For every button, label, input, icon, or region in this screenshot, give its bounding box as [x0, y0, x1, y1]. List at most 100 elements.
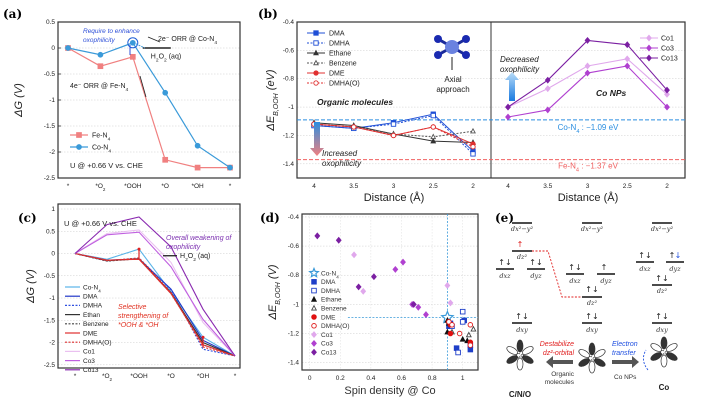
potential-label: U @ +0.66 V vs. CHE	[70, 161, 143, 170]
lobe	[594, 349, 606, 358]
increased-label: Increased	[322, 149, 358, 158]
legend-label: DMA	[329, 31, 345, 38]
y-tick-label: -1	[288, 104, 294, 111]
orbital-lobes-right-icon: Co	[650, 336, 678, 368]
data-point	[371, 273, 377, 281]
data-point	[449, 322, 455, 328]
up-gradient-arrow-icon	[505, 72, 519, 101]
lobe	[522, 346, 534, 355]
data-point	[390, 121, 397, 127]
h2o2-label: H2O2 (aq)	[151, 53, 181, 63]
legend-marker	[311, 331, 317, 339]
selective-label: Selective	[118, 304, 147, 311]
legend-label: Co-N4	[321, 270, 339, 279]
legend-label: DME	[329, 71, 345, 78]
panel-label-c: (c)	[18, 211, 37, 225]
electron-pair: ↑↓	[585, 285, 598, 294]
data-point	[664, 90, 670, 98]
orbital-label: dxz	[569, 277, 581, 285]
electron-pair: ↑↓	[655, 312, 668, 321]
left-arrow-icon	[546, 356, 573, 368]
data-point	[194, 142, 201, 149]
y-tick-label: -0.8	[288, 272, 300, 279]
atom-label: Co	[588, 357, 596, 363]
data-point	[470, 144, 476, 150]
data-point	[455, 349, 461, 356]
electron-pair: ↑↓	[498, 258, 511, 267]
legend-marker	[310, 304, 318, 311]
data-point	[505, 113, 511, 121]
y-axis-label: ΔEB,OOH (eV)	[265, 69, 280, 131]
series-line-DMHA(O)	[74, 252, 236, 357]
panel-label-e: (e)	[495, 211, 514, 225]
panel-c: (c) 1 0.5 0 -0.5 -1 -1.5 -2 -2.5 * *O2 *OOH *O *OH * ΔG…	[18, 203, 241, 382]
data-point	[584, 69, 591, 77]
selective-label-2: strengthening of	[118, 313, 169, 320]
atom-label-cno: C/N/O	[509, 390, 531, 399]
x-tick-label: *OOH	[130, 373, 148, 380]
electron-up: ↑	[517, 240, 524, 249]
lobe	[578, 358, 590, 367]
legend-marker	[313, 40, 319, 46]
x-tick-label: 0.6	[397, 375, 406, 382]
x-tick-label: 2.5	[623, 183, 632, 190]
legend-marker	[313, 80, 319, 86]
legend-label: Benzene	[321, 306, 347, 313]
electron-up: ↑	[601, 263, 608, 272]
y-tick-label: 0.5	[46, 19, 55, 26]
x-tick-label: 3.5	[543, 183, 552, 190]
series-line-Benzene	[313, 123, 474, 138]
y-tick-label: -0.4	[288, 214, 300, 221]
x-axis-label: Distance (Å)	[558, 191, 619, 204]
x-tick-label: *OH	[191, 183, 204, 190]
lobe	[522, 355, 534, 364]
plot-frame-d	[301, 213, 479, 371]
panel-d: (d) -0.4 -0.6 -0.8 -1 -1.2 -1.4 0 0.2 0.4 0.6 0.8 1 S…	[260, 211, 479, 397]
legend-label: Ethane	[321, 297, 342, 304]
legend-marker	[308, 266, 320, 278]
panel-e: (e)dx²−y² dx²−y² dx²−y²dz²↑dxz↑↓dyz↑↓dxz↑↓…	[495, 211, 684, 399]
orr-2e-label: 2e⁻ ORR @ Co-N4	[158, 36, 217, 46]
decreased-label-2: oxophilicity	[500, 65, 540, 74]
orbital-label: dz²	[657, 287, 668, 295]
data-point	[430, 137, 437, 144]
legend-label: DME	[83, 330, 98, 337]
destabilize-label-2: dz²-orbital	[543, 350, 575, 357]
y-tick-label: -0.6	[283, 47, 295, 54]
lobe	[506, 346, 518, 355]
orr-4e-label: 4e⁻ ORR @ Fe-N4	[70, 83, 129, 93]
legend-label: DMHA(O)	[329, 81, 360, 88]
data-point	[335, 236, 342, 244]
series-line-Co1	[74, 229, 236, 357]
legend-label: DMA	[83, 294, 98, 301]
arrow-head	[201, 335, 205, 339]
data-point	[129, 39, 136, 46]
electron-pair: ↑↓	[529, 258, 542, 267]
lobe	[516, 339, 524, 353]
data-point	[467, 342, 474, 348]
y-axis-label: ΔG (V)	[13, 83, 25, 118]
data-point	[129, 53, 136, 60]
x-axis-label: Spin density @ Co	[344, 385, 435, 397]
y-axis-label: ΔG (V)	[25, 269, 37, 304]
y-tick-label: -0.8	[283, 76, 295, 83]
destabilize-label: Destabilize	[540, 341, 574, 348]
x-tick-label: 3	[392, 183, 396, 190]
data-point	[351, 124, 357, 130]
y-tick-label: -1.2	[283, 132, 295, 139]
potential-label: U @ +0.66 V vs. CHE	[64, 219, 137, 228]
dashed-connector	[135, 43, 146, 49]
legend-label: DMHA	[83, 303, 103, 310]
lobe	[506, 355, 518, 364]
data-point	[459, 319, 466, 325]
data-point	[351, 251, 357, 259]
x-tick-label: *O	[161, 183, 169, 190]
y-tick-label: -1	[49, 295, 55, 302]
y-tick-label: -1.2	[288, 331, 300, 338]
data-point	[444, 281, 451, 289]
lobe	[660, 354, 668, 368]
x-tick-label: 0.2	[336, 375, 345, 382]
x-tick-label: *O	[167, 373, 175, 380]
series-line-Co13	[74, 216, 236, 357]
